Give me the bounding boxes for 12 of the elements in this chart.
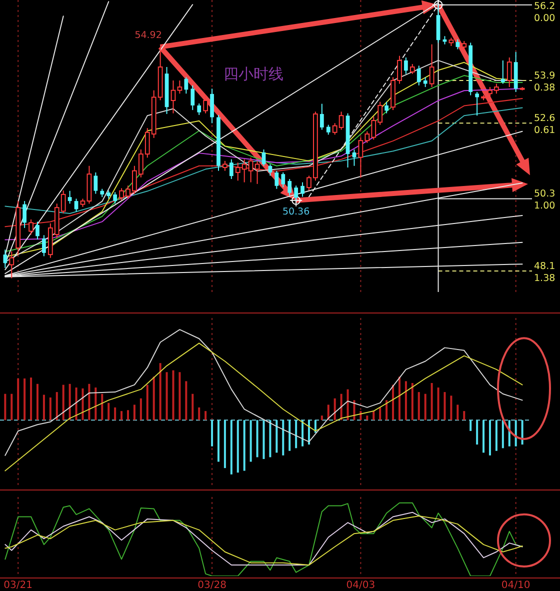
ref-line-label: 48.1 1.38 xyxy=(534,260,556,284)
x-tick-label: 04/10 xyxy=(501,580,530,591)
x-tick-label: 03/21 xyxy=(4,580,33,591)
x-tick-label: 03/28 xyxy=(198,580,226,591)
annotation: 50.36 xyxy=(282,206,310,218)
annotation: 54.92 xyxy=(134,30,162,41)
ref-line-label: 50.3 1.00 xyxy=(534,188,556,212)
ref-line-label: 53.9 0.38 xyxy=(534,70,556,94)
x-tick-label: 04/03 xyxy=(346,580,376,591)
ref-line-label: 56.2 0.00 xyxy=(534,1,556,24)
annotation: 四小时线 xyxy=(223,64,284,83)
ref-line-label: 52.6 0.61 xyxy=(534,113,556,136)
